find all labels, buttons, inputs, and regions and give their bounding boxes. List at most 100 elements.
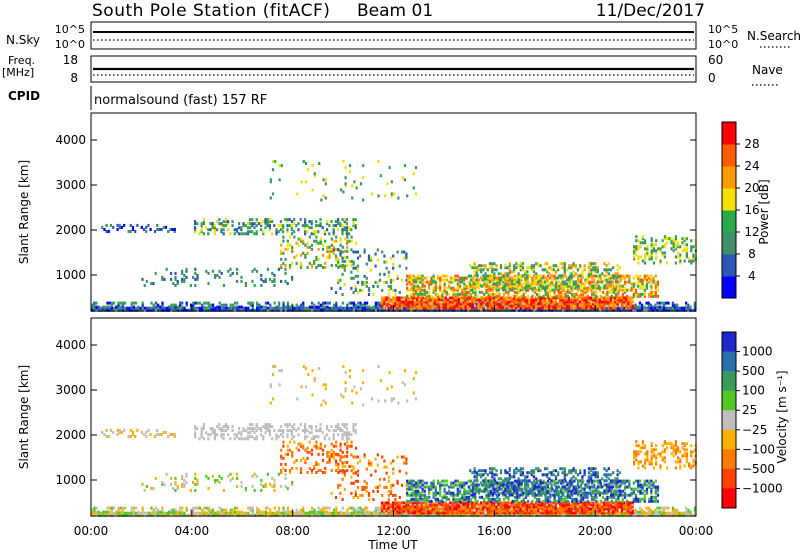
power-cell	[354, 274, 357, 278]
power-cell	[557, 286, 560, 290]
power-cell	[590, 268, 593, 272]
power-cell	[118, 223, 121, 227]
power-cell	[387, 270, 390, 274]
power-cell	[606, 286, 609, 290]
power-cell	[179, 303, 182, 307]
velocity-cell	[441, 499, 444, 503]
power-cell	[552, 304, 555, 308]
power-cell	[632, 284, 635, 288]
power-cell	[669, 306, 672, 310]
power-cell	[574, 280, 577, 284]
power-cell	[475, 274, 478, 278]
power-cell	[427, 308, 430, 312]
velocity-cell	[567, 503, 571, 507]
velocity-cell	[565, 507, 568, 511]
power-cell	[655, 239, 658, 243]
power-cell	[643, 284, 646, 288]
power-cell	[570, 272, 573, 276]
power-cell	[603, 262, 606, 266]
power-cell	[119, 301, 122, 305]
power-cell	[428, 284, 431, 288]
velocity-cell	[422, 509, 425, 513]
velocity-cell	[572, 501, 575, 505]
power-cell	[485, 290, 488, 294]
velocity-cell	[446, 511, 450, 515]
power-cell	[183, 279, 186, 283]
velocity-cell	[128, 513, 131, 517]
power-cell	[423, 280, 426, 284]
power-cell	[552, 268, 555, 272]
power-cell	[546, 280, 550, 284]
power-cell	[214, 275, 217, 279]
power-cell	[433, 300, 436, 304]
power-cell	[539, 298, 542, 302]
power-cell	[508, 302, 511, 306]
power-cell	[644, 247, 647, 251]
power-cell	[319, 222, 322, 226]
power-cell	[161, 303, 164, 307]
power-cell	[489, 288, 492, 292]
power-cell	[483, 276, 486, 280]
power-cell	[593, 278, 596, 282]
power-cell	[616, 264, 619, 268]
power-cell	[326, 305, 329, 309]
power-cell	[495, 304, 498, 308]
power-cell	[506, 308, 509, 312]
power-cell	[467, 280, 470, 284]
velocity-cell	[495, 505, 498, 509]
power-cell	[638, 305, 641, 309]
power-cell	[590, 276, 594, 280]
power-cell	[315, 239, 318, 243]
power-cell	[414, 308, 417, 312]
velocity-cell	[389, 505, 392, 509]
velocity-cell	[592, 509, 595, 513]
velocity-cell	[249, 506, 252, 510]
velocity-cell	[552, 511, 555, 515]
power-cell	[559, 296, 562, 300]
velocity-cell	[424, 509, 428, 513]
power-cell	[598, 302, 601, 306]
velocity-cell	[357, 513, 360, 517]
power-cell	[618, 296, 621, 300]
power-cell	[452, 290, 455, 294]
velocity-cell	[439, 485, 442, 489]
power-cell	[385, 266, 388, 270]
power-cell	[246, 222, 249, 226]
power-cell	[443, 278, 446, 282]
power-cell	[220, 222, 223, 226]
power-cell	[585, 298, 588, 302]
power-cell	[295, 241, 298, 245]
power-cell	[526, 306, 529, 310]
power-cell	[377, 194, 380, 198]
power-cell	[570, 286, 573, 290]
velocity-cell	[411, 505, 414, 509]
velocity-cell	[355, 513, 358, 517]
power-cell	[490, 304, 494, 308]
power-cell	[620, 298, 623, 302]
power-cell	[583, 302, 586, 306]
power-cell	[238, 222, 241, 226]
velocity-cell	[231, 511, 234, 515]
velocity-cell	[645, 506, 648, 510]
velocity-cell	[407, 513, 410, 517]
power-cell	[412, 308, 415, 312]
power-cell	[247, 308, 250, 312]
power-cell	[535, 288, 538, 292]
colorbar-swatch	[722, 166, 736, 189]
power-cell	[630, 288, 633, 292]
velocity-cell	[656, 506, 659, 510]
velocity-cell	[466, 509, 469, 513]
power-cell	[614, 296, 617, 300]
power-cell	[315, 220, 318, 224]
velocity-cell	[163, 511, 166, 515]
power-cell	[490, 296, 494, 300]
power-cell	[394, 296, 397, 300]
power-cell	[679, 255, 682, 259]
power-cell	[422, 304, 425, 308]
velocity-cell	[313, 508, 316, 512]
power-cell	[504, 278, 507, 282]
power-cell	[581, 282, 584, 286]
power-cell	[337, 220, 340, 224]
power-cell	[493, 296, 496, 300]
velocity-cell	[572, 507, 575, 511]
